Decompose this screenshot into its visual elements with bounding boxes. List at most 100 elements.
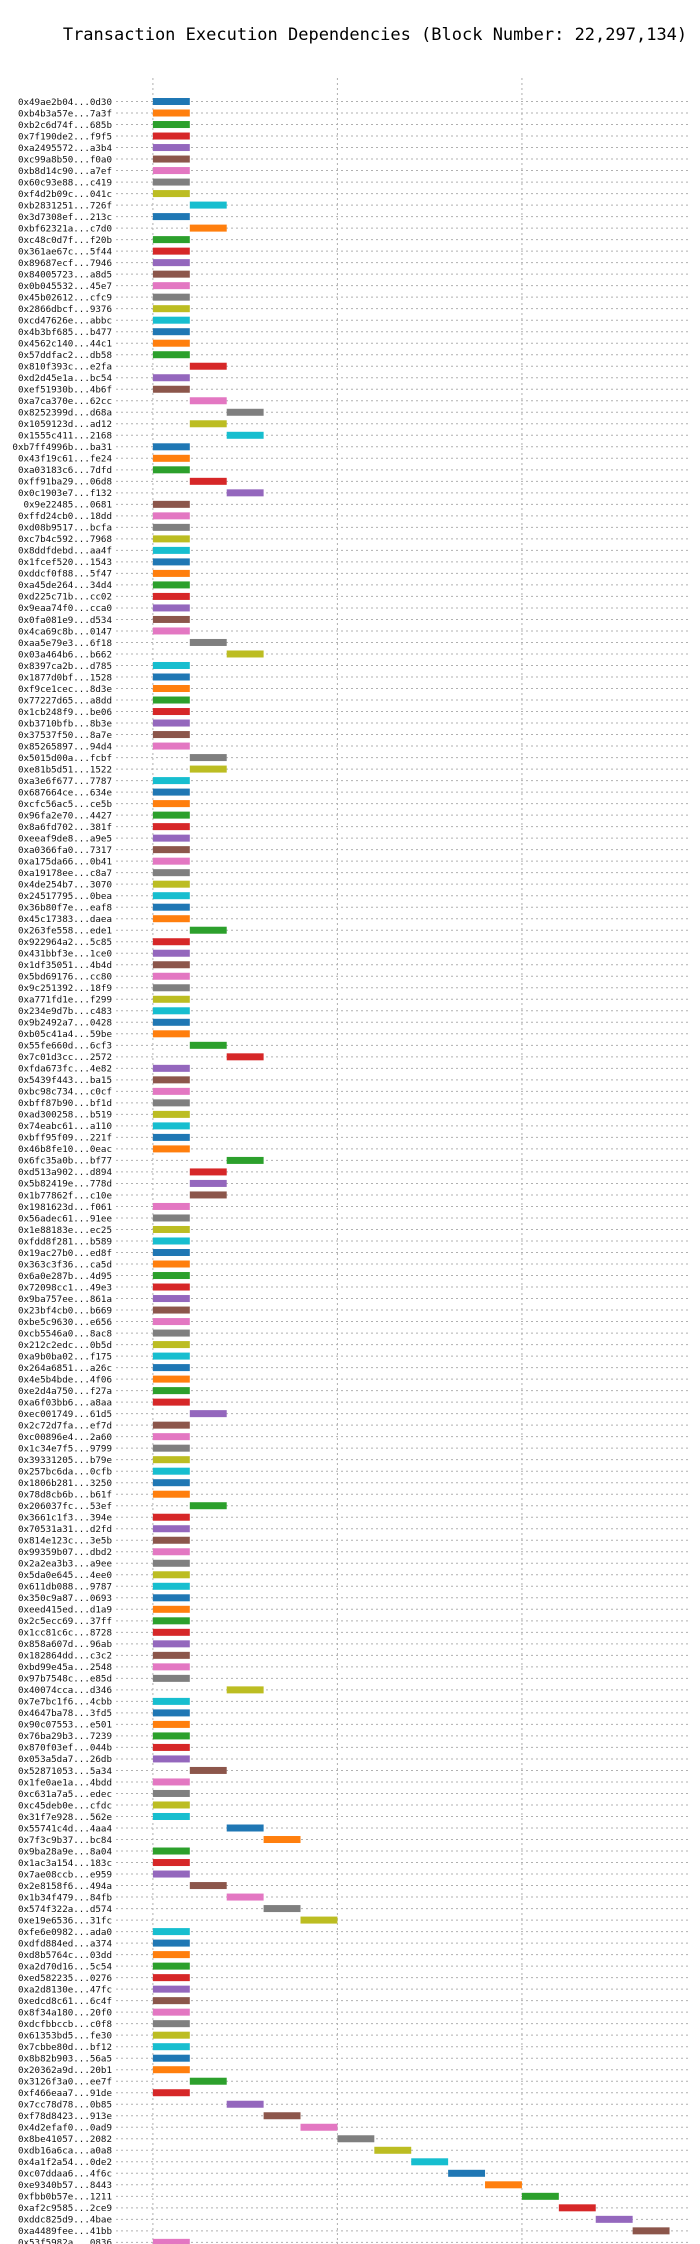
y-tick-label: 0x46b8fe10...0eac: [18, 1144, 112, 1155]
bar-158: [300, 1916, 338, 1924]
bar-20: [152, 328, 190, 336]
y-tick-label: 0x3661c1f3...394e: [18, 1513, 112, 1524]
bar-56: [152, 742, 190, 750]
bar-83: [226, 1053, 264, 1061]
y-tick-label: 0x90c07553...e501: [18, 1720, 112, 1731]
y-tick-label: 0xa9b0ba02...f175: [18, 1351, 112, 1362]
bar-179: [411, 2158, 449, 2166]
bar-177: [337, 2135, 375, 2143]
bar-96: [152, 1202, 190, 1210]
y-tick-label: 0xf9ce1cec...8d3e: [18, 684, 112, 695]
bar-146: [152, 1778, 190, 1786]
bar-90: [152, 1133, 190, 1141]
bar-45: [152, 615, 190, 623]
y-tick-label: 0x77227d65...a8dd: [18, 695, 112, 706]
y-tick-label: 0xe81b5d51...1522: [18, 764, 112, 775]
bar-101: [152, 1260, 190, 1268]
bar-38: [152, 535, 190, 543]
y-tick-label: 0x20362a9d...20b1: [18, 2065, 112, 2076]
bar-124: [152, 1525, 190, 1533]
bar-109: [152, 1352, 190, 1360]
y-tick-label: 0xa6f03bb6...a8aa: [18, 1397, 112, 1408]
bar-64: [152, 834, 190, 842]
bar-12: [152, 236, 190, 244]
grid-lines: [116, 78, 688, 2244]
y-tick-label: 0xa19178ee...c8a7: [18, 868, 112, 879]
bar-14: [152, 259, 190, 267]
y-tick-label: 0x4562c140...44c1: [18, 339, 112, 350]
bar-166: [152, 2008, 190, 2016]
y-tick-label: 0x2866dbcf...9376: [18, 304, 112, 315]
bar-151: [263, 1836, 301, 1844]
y-tick-label: 0xddc825d9...4bae: [18, 2215, 112, 2226]
y-tick-label: 0xad300258...b519: [18, 1110, 112, 1121]
bar-80: [152, 1018, 190, 1026]
bar-110: [152, 1364, 190, 1372]
y-tick-label: 0x2c5ecc69...37ff: [18, 1616, 112, 1627]
y-tick-label: 0x24517795...0bea: [18, 891, 112, 902]
y-tick-label: 0x23bf4cb0...b669: [18, 1305, 112, 1316]
bar-1: [152, 109, 190, 117]
y-tick-label: 0x7e7bc1f6...4cbb: [18, 1697, 112, 1708]
y-tick-label: 0x6a0e287b...4d95: [18, 1271, 112, 1282]
bar-40: [152, 558, 190, 566]
bar-173: [152, 2089, 190, 2097]
y-tick-label: 0x1b34f479...84fb: [18, 1892, 112, 1903]
y-tick-label: 0xd8b5764c...03dd: [18, 1950, 112, 1961]
y-tick-label: 0x4d2efaf0...0ad9: [18, 2123, 112, 2134]
bar-115: [152, 1421, 190, 1429]
y-tick-label: 0xc45deb0e...cfdc: [18, 1800, 112, 1811]
bar-152: [152, 1847, 190, 1855]
bar-49: [152, 661, 190, 669]
bar-141: [152, 1720, 190, 1728]
bar-75: [152, 961, 190, 969]
y-tick-label: 0xa4489fee...41bb: [18, 2226, 112, 2237]
bar-73: [152, 938, 190, 946]
bar-42: [152, 581, 190, 589]
y-tick-label: 0xe2d4a750...f27a: [18, 1386, 112, 1397]
bar-168: [152, 2031, 190, 2039]
bar-25: [152, 385, 190, 393]
bar-50: [152, 673, 190, 681]
bar-46: [152, 627, 190, 635]
y-tick-label: 0x2e8158f6...494a: [18, 1881, 112, 1892]
bar-8: [152, 190, 190, 198]
bar-147: [152, 1789, 190, 1797]
bar-154: [152, 1870, 190, 1878]
bar-181: [485, 2181, 522, 2189]
bar-18: [152, 305, 190, 313]
y-tick-label: 0x7c01d3cc...2572: [18, 1052, 112, 1063]
y-tick-label: 0xe9340b57...8443: [18, 2180, 112, 2191]
y-tick-label: 0x574f322a...d574: [18, 1904, 113, 1915]
y-tick-label: 0x8a6fd702...381f: [18, 822, 112, 833]
y-tick-label: 0xeed415ed...d1a9: [18, 1605, 112, 1616]
y-tick-label: 0xfda673fc...4e82: [18, 1064, 112, 1075]
y-tick-label: 0x9ba28a9e...8a04: [18, 1846, 113, 1857]
bar-169: [152, 2043, 190, 2051]
y-tick-label: 0x85265897...94d4: [18, 741, 113, 752]
y-tick-label: 0x361ae67c...5f44: [18, 246, 113, 257]
y-tick-label: 0xbe5c9630...e656: [18, 1317, 112, 1328]
y-tick-label: 0x257bc6da...0cfb: [18, 1466, 112, 1477]
bar-129: [152, 1582, 190, 1590]
bar-87: [152, 1099, 190, 1107]
y-tick-label: 0x234e9d7b...c483: [18, 1006, 112, 1017]
y-tick-label: 0x4de254b7...3070: [18, 879, 112, 890]
bar-32: [152, 466, 190, 474]
y-tick-label: 0xbff87b90...bf1d: [18, 1098, 112, 1109]
y-tick-label: 0x6fc35a0b...bf77: [18, 1156, 112, 1167]
y-tick-label: 0xdb16a6ca...a0a8: [18, 2146, 112, 2157]
bar-125: [152, 1536, 190, 1544]
y-tick-label: 0xff91ba29...06d8: [18, 477, 112, 488]
bar-128: [152, 1571, 190, 1579]
bar-126: [152, 1548, 190, 1556]
y-tick-label: 0xc99a8b50...f0a0: [18, 154, 112, 165]
bar-55: [152, 731, 190, 739]
y-tick-label: 0x55fe660d...6cf3: [18, 1041, 112, 1052]
bar-167: [152, 2020, 190, 2028]
bar-57: [189, 754, 227, 762]
y-tick-label: 0x687664ce...634e: [18, 787, 112, 798]
bar-122: [189, 1502, 227, 1510]
y-tick-label: 0xf4d2b09c...041c: [18, 189, 112, 200]
bar-4: [152, 144, 190, 152]
